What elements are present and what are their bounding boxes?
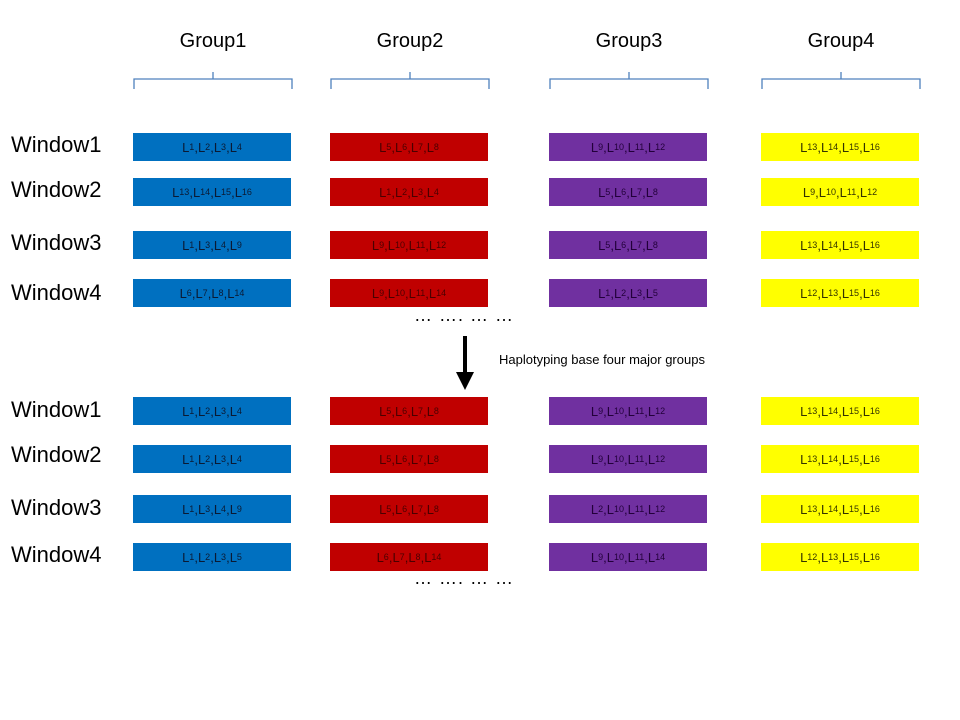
before-cell-w1-g1: L 1 ,L 2 ,L 3 ,L 4	[133, 133, 291, 161]
group-brace-4	[761, 72, 921, 92]
group-brace-1	[133, 72, 293, 92]
before-cell-w2-g2: L 1 ,L 2 ,L 3 ,L 4	[330, 178, 488, 206]
before-cell-w4-g2: L 9 ,L 10 ,L 11 ,L 14	[330, 279, 488, 307]
after-cell-w2-g3: L 9 ,L 10 ,L 11 ,L 12	[549, 445, 707, 473]
down-arrow-icon	[452, 336, 478, 392]
before-cell-w1-g4: L 13 ,L 14 ,L 15 ,L 16	[761, 133, 919, 161]
arrow-label: Haplotyping base four major groups	[499, 352, 705, 367]
after-cell-w4-g1: L 1 ,L 2 ,L 3 ,L 5	[133, 543, 291, 571]
after-cell-w1-g4: L 13 ,L 14 ,L 15 ,L 16	[761, 397, 919, 425]
before-cell-w3-g3: L 5 ,L 6 ,L 7 ,L 8	[549, 231, 707, 259]
group-header-3: Group3	[595, 30, 663, 52]
before-cell-w3-g4: L 13 ,L 14 ,L 15 ,L 16	[761, 231, 919, 259]
after-cell-w3-g1: L 1 ,L 3 ,L 4 ,L 9	[133, 495, 291, 523]
group-brace-2	[330, 72, 490, 92]
continuation-dots-1: … …. … …	[414, 305, 515, 325]
after-cell-w4-g4: L 12 ,L 13 ,L 15 ,L 16	[761, 543, 919, 571]
after-cell-w1-g2: L 5 ,L 6 ,L 7 ,L 8	[330, 397, 488, 425]
before-cell-w4-g3: L 1 ,L 2 ,L 3 ,L 5	[549, 279, 707, 307]
before-cell-w3-g1: L 1 ,L 3 ,L 4 ,L 9	[133, 231, 291, 259]
continuation-dots-2: … …. … …	[414, 568, 515, 588]
after-cell-w3-g2: L 5 ,L 6 ,L 7 ,L 8	[330, 495, 488, 523]
before-cell-w2-g3: L 5 ,L 6 ,L 7 ,L 8	[549, 178, 707, 206]
after-cell-w2-g2: L 5 ,L 6 ,L 7 ,L 8	[330, 445, 488, 473]
after-window-label-1: Window1	[11, 397, 102, 422]
before-cell-w3-g2: L 9 ,L 10 ,L 11 ,L 12	[330, 231, 488, 259]
group-header-4: Group4	[807, 30, 875, 52]
after-window-label-2: Window2	[11, 442, 102, 467]
before-window-label-2: Window2	[11, 177, 102, 202]
after-cell-w2-g4: L 13 ,L 14 ,L 15 ,L 16	[761, 445, 919, 473]
after-cell-w2-g1: L 1 ,L 2 ,L 3 ,L 4	[133, 445, 291, 473]
after-cell-w3-g3: L 2 ,L 10 ,L 11 ,L 12	[549, 495, 707, 523]
after-cell-w1-g1: L 1 ,L 2 ,L 3 ,L 4	[133, 397, 291, 425]
before-window-label-3: Window3	[11, 230, 102, 255]
before-cell-w4-g4: L 12 ,L 13 ,L 15 ,L 16	[761, 279, 919, 307]
after-cell-w4-g2: L 6 ,L 7 ,L 8 ,L 14	[330, 543, 488, 571]
before-window-label-4: Window4	[11, 280, 102, 305]
group-header-1: Group1	[179, 30, 247, 52]
before-cell-w4-g1: L 6 ,L 7 ,L 8 ,L 14	[133, 279, 291, 307]
after-cell-w3-g4: L 13 ,L 14 ,L 15 ,L 16	[761, 495, 919, 523]
after-cell-w4-g3: L 9 ,L 10 ,L 11 ,L 14	[549, 543, 707, 571]
after-window-label-3: Window3	[11, 495, 102, 520]
before-cell-w2-g1: L 13 ,L 14 ,L 15 ,L 16	[133, 178, 291, 206]
before-cell-w2-g4: L 9 ,L 10 ,L 11 ,L 12	[761, 178, 919, 206]
before-window-label-1: Window1	[11, 132, 102, 157]
before-cell-w1-g3: L 9 ,L 10 ,L 11 ,L 12	[549, 133, 707, 161]
group-brace-3	[549, 72, 709, 92]
before-cell-w1-g2: L 5 ,L 6 ,L 7 ,L 8	[330, 133, 488, 161]
group-header-2: Group2	[376, 30, 444, 52]
after-cell-w1-g3: L 9 ,L 10 ,L 11 ,L 12	[549, 397, 707, 425]
after-window-label-4: Window4	[11, 542, 102, 567]
